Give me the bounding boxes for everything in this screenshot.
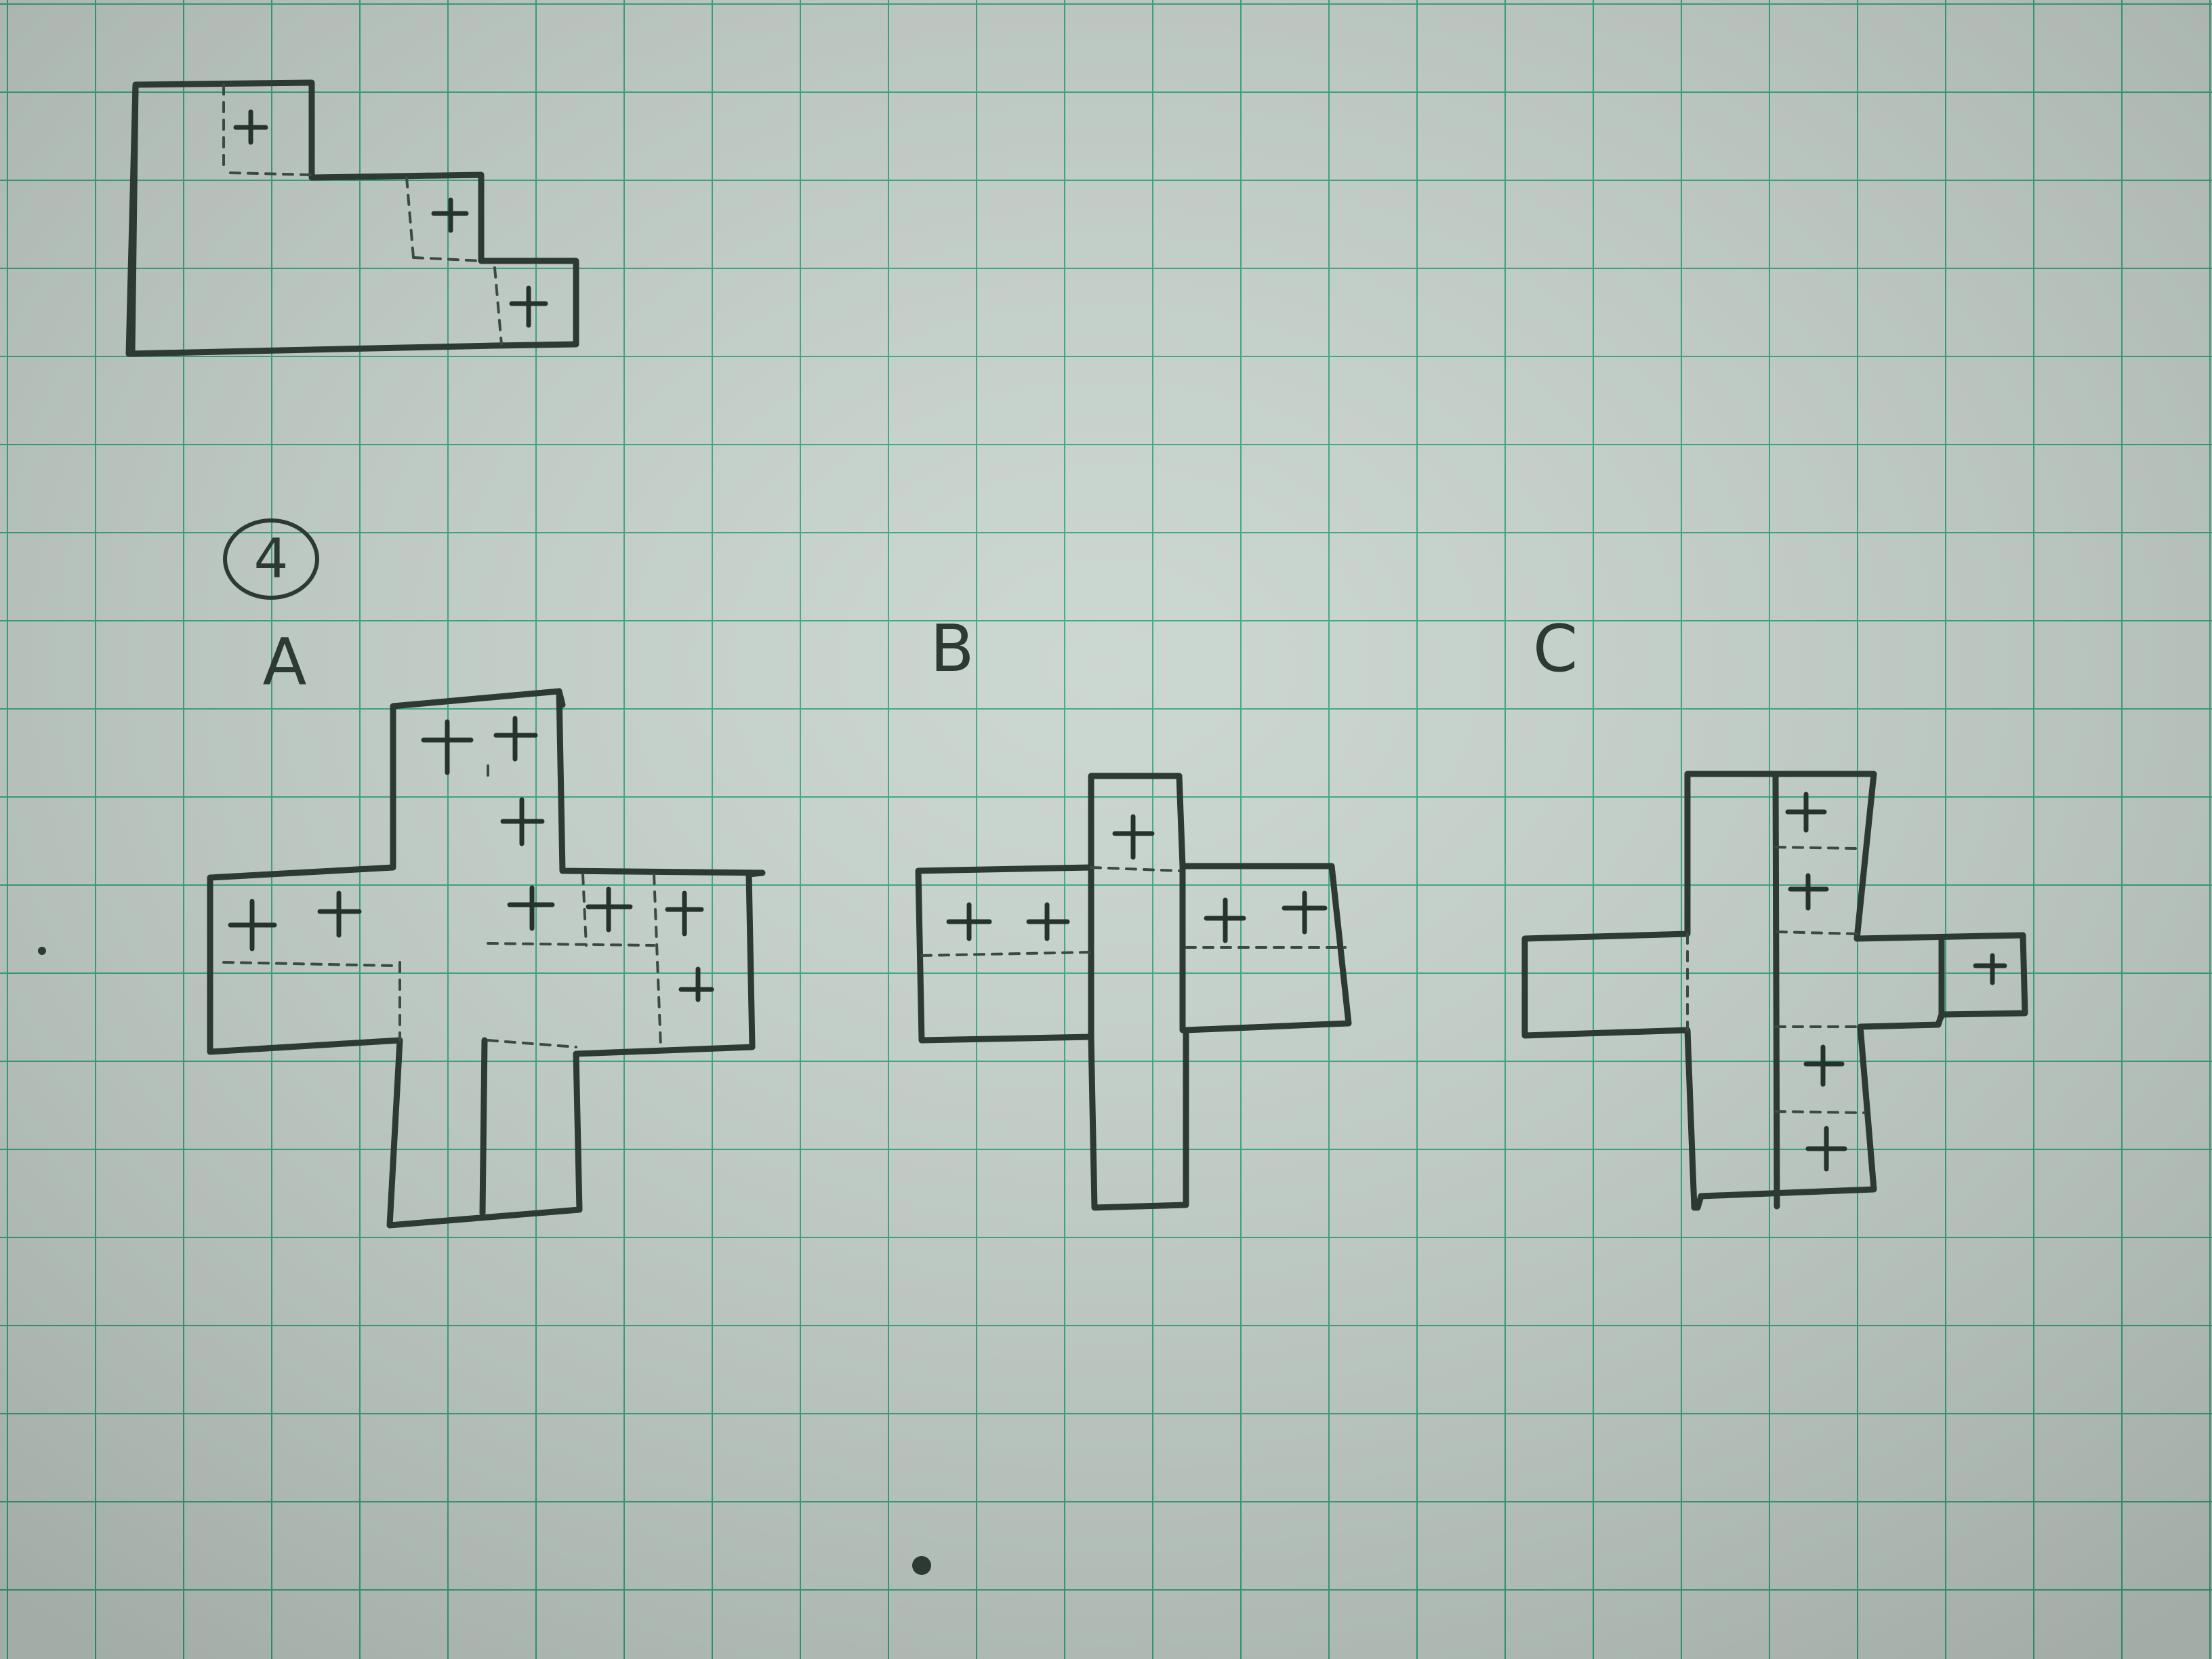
mark-plus bbox=[678, 966, 714, 1002]
mark-plus bbox=[1026, 902, 1070, 941]
mark-plus bbox=[421, 719, 474, 775]
mark-plus bbox=[1204, 897, 1246, 943]
option-b-marks bbox=[946, 814, 1328, 943]
option-a-net bbox=[207, 688, 766, 1229]
mark-plus bbox=[507, 885, 555, 931]
mark-plus bbox=[1112, 814, 1155, 860]
mark-plus bbox=[665, 890, 704, 937]
mark-plus bbox=[493, 716, 538, 762]
mark-plus bbox=[317, 890, 362, 938]
mark-plus bbox=[1803, 1044, 1845, 1087]
option-label-c: C bbox=[1533, 612, 1578, 687]
mark-plus bbox=[946, 902, 992, 941]
option-b-net bbox=[915, 773, 1352, 1211]
mark-plus bbox=[1805, 1126, 1847, 1172]
question-number: 4 bbox=[223, 518, 319, 600]
mark-plus bbox=[228, 899, 277, 951]
option-label-a: A bbox=[263, 626, 307, 700]
question-number-text: 4 bbox=[254, 527, 289, 590]
reference-marks bbox=[233, 109, 548, 328]
ink-dot bbox=[38, 947, 46, 955]
mark-plus bbox=[1282, 890, 1328, 935]
mark-plus bbox=[586, 886, 633, 933]
option-c-net bbox=[1521, 771, 2028, 1211]
mark-plus bbox=[509, 285, 548, 328]
option-c-marks bbox=[1785, 792, 2007, 1172]
mark-plus bbox=[1788, 873, 1829, 911]
mark-plus bbox=[233, 109, 268, 145]
mark-plus bbox=[1973, 953, 2007, 985]
option-a-marks bbox=[228, 716, 714, 1002]
option-label-b: B bbox=[930, 612, 974, 687]
mark-plus bbox=[431, 197, 469, 233]
ink-dot bbox=[912, 1556, 931, 1575]
reference-shape bbox=[125, 79, 579, 357]
mark-plus bbox=[500, 797, 545, 846]
mark-plus bbox=[1785, 792, 1827, 833]
